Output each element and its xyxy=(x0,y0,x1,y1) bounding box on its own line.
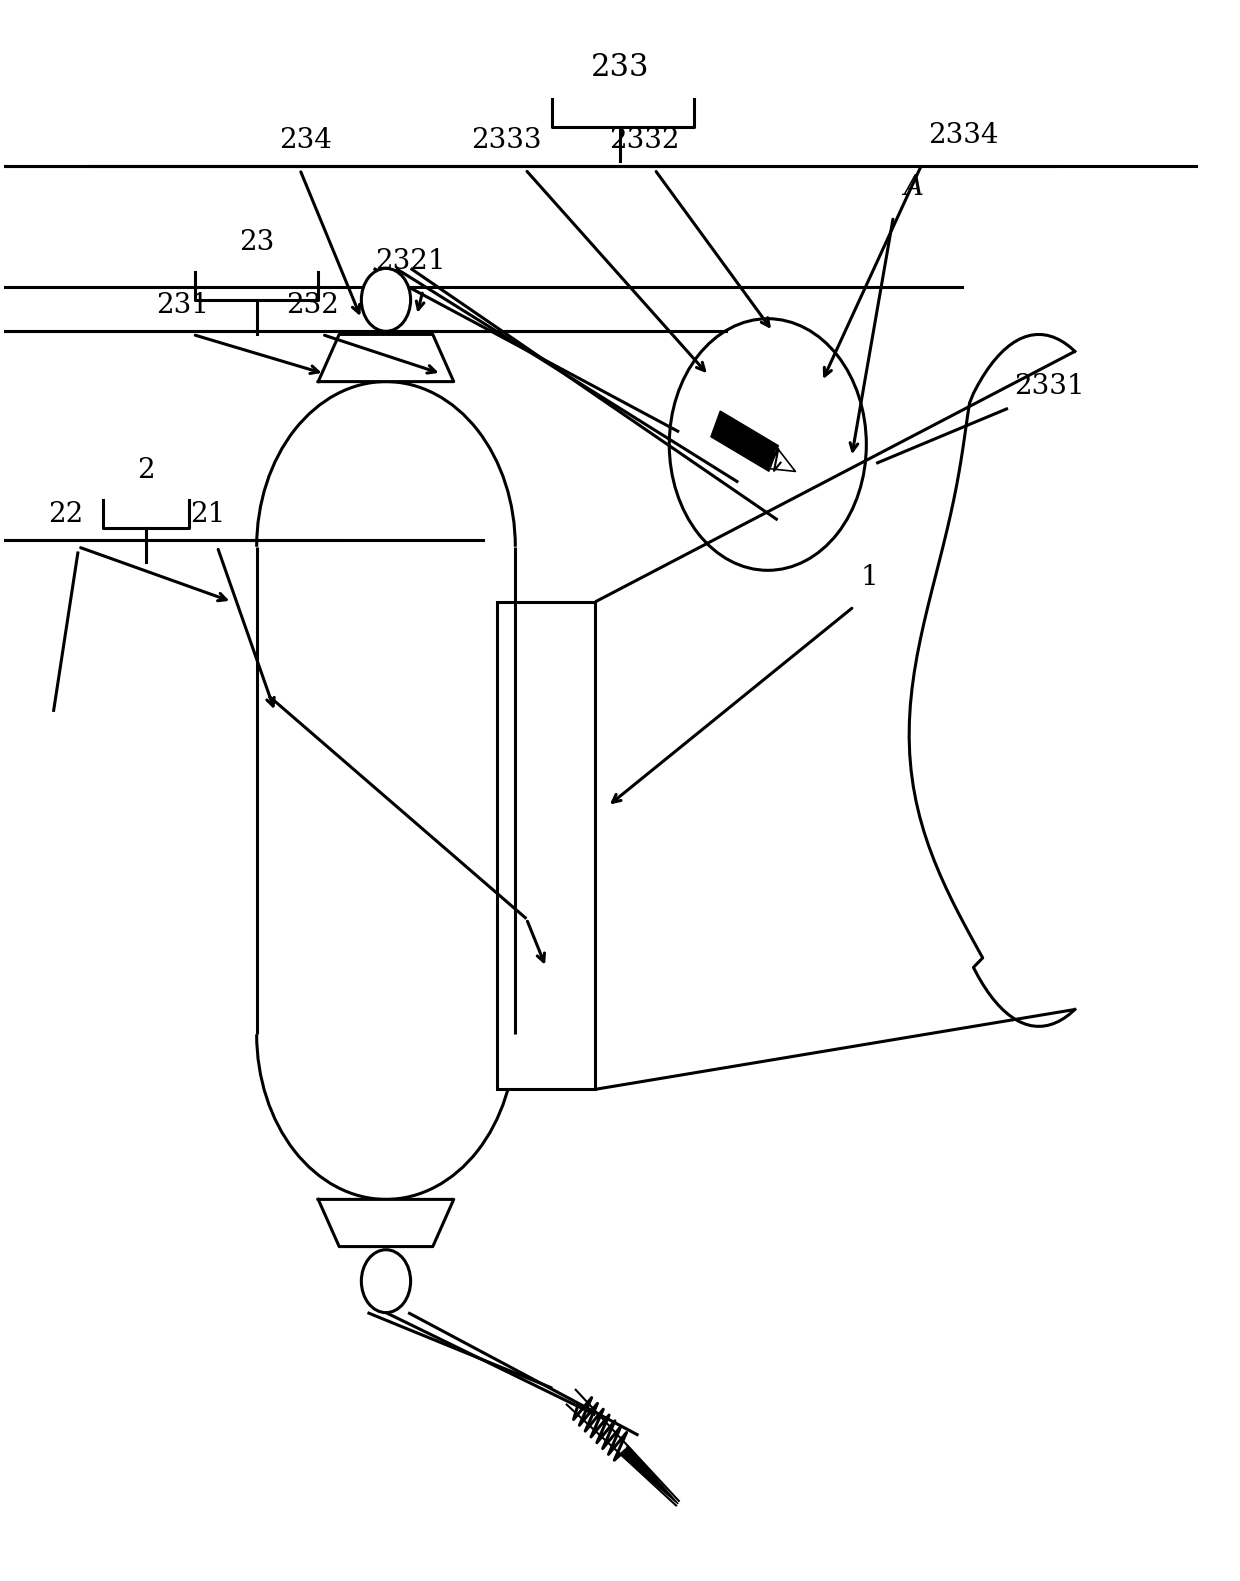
Text: 23: 23 xyxy=(239,229,274,256)
Polygon shape xyxy=(770,447,795,471)
Circle shape xyxy=(670,319,867,571)
Polygon shape xyxy=(319,335,454,381)
Text: 2334: 2334 xyxy=(928,122,998,149)
Text: 21: 21 xyxy=(190,501,226,528)
Text: 232: 232 xyxy=(285,292,339,319)
Text: A: A xyxy=(903,174,924,201)
Circle shape xyxy=(361,269,410,332)
Text: 2: 2 xyxy=(136,457,155,484)
Text: 2333: 2333 xyxy=(471,126,542,153)
Text: 1: 1 xyxy=(861,564,878,591)
Polygon shape xyxy=(319,1200,454,1246)
Text: 233: 233 xyxy=(590,52,650,82)
Text: 22: 22 xyxy=(48,501,83,528)
Bar xyxy=(497,602,595,1089)
Text: 231: 231 xyxy=(156,292,210,319)
Polygon shape xyxy=(711,411,779,471)
Polygon shape xyxy=(621,1445,678,1504)
Text: 2331: 2331 xyxy=(1014,373,1085,400)
Circle shape xyxy=(361,1249,410,1312)
Text: 2321: 2321 xyxy=(376,248,446,275)
Text: 234: 234 xyxy=(279,126,332,153)
Text: 2332: 2332 xyxy=(609,126,680,153)
